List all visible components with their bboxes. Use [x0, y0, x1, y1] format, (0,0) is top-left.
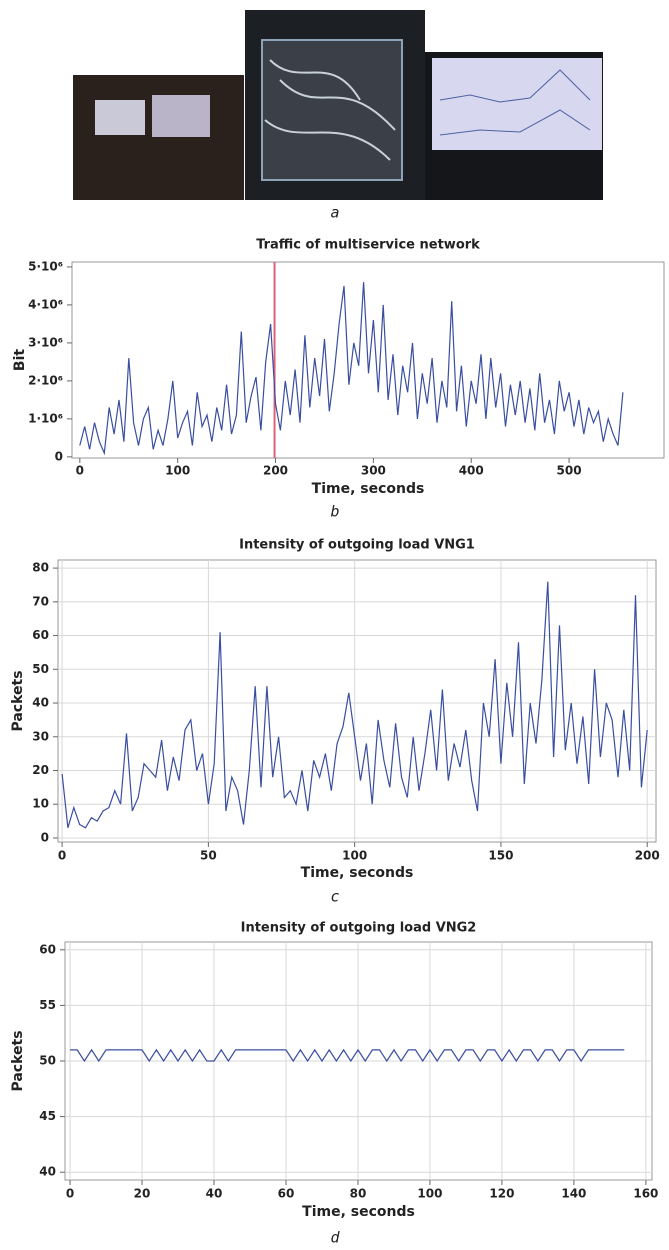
y-tick-label: 60	[32, 628, 49, 642]
chart-title: Intensity of outgoing load VNG2	[241, 921, 477, 936]
x-tick-label: 60	[278, 1187, 295, 1201]
photo	[73, 75, 244, 200]
y-tick-label: 10	[32, 797, 49, 811]
y-axis-label: Bit	[12, 349, 28, 371]
x-tick-label: 20	[134, 1187, 151, 1201]
chart-title: Intensity of outgoing load VNG1	[239, 538, 475, 553]
caption: d	[330, 1229, 340, 1247]
x-tick-label: 0	[58, 849, 66, 863]
cables	[264, 59, 396, 161]
x-axis-label: Time, seconds	[302, 1204, 415, 1220]
x-tick-label: 120	[489, 1187, 514, 1201]
x-tick-label: 100	[342, 849, 367, 863]
screen	[432, 58, 602, 150]
y-tick-label: 0	[55, 449, 63, 463]
y-tick-label: 60	[39, 942, 56, 956]
series-line	[61, 581, 648, 829]
y-tick-label: 4·10⁶	[28, 297, 63, 311]
monitor	[152, 95, 210, 137]
y-tick-label: 20	[32, 763, 49, 777]
y-tick-label: 55	[39, 998, 56, 1012]
caption: a	[330, 204, 339, 222]
series-line	[70, 1048, 625, 1063]
x-tick-label: 40	[206, 1187, 223, 1201]
x-tick-label: 160	[633, 1187, 658, 1201]
x-axis-label: Time, seconds	[301, 865, 414, 881]
y-tick-label: 50	[39, 1054, 56, 1068]
y-tick-label: 40	[32, 696, 49, 710]
y-tick-label: 2·10⁶	[28, 373, 63, 387]
x-tick-label: 200	[635, 849, 660, 863]
screen-plot	[439, 69, 591, 136]
x-tick-label: 0	[66, 1187, 74, 1201]
x-tick-label: 300	[361, 464, 386, 478]
x-tick-label: 500	[557, 464, 582, 478]
x-tick-label: 150	[488, 849, 513, 863]
y-tick-label: 50	[32, 662, 49, 676]
y-tick-label: 70	[32, 594, 49, 608]
photos	[73, 10, 603, 200]
y-tick-label: 45	[39, 1109, 56, 1123]
x-tick-label: 400	[459, 464, 484, 478]
y-tick-label: 3·10⁶	[28, 335, 63, 349]
y-axis-label: Packets	[10, 670, 26, 731]
y-tick-label: 80	[32, 561, 49, 575]
y-tick-label: 30	[32, 729, 49, 743]
chart-title: Traffic of multiservice network	[256, 238, 480, 253]
x-tick-label: 100	[165, 464, 190, 478]
y-tick-label: 5·10⁶	[28, 259, 63, 273]
y-tick-label: 1·10⁶	[28, 411, 63, 425]
caption: b	[330, 503, 339, 521]
x-tick-label: 200	[263, 464, 288, 478]
series-line	[79, 282, 624, 456]
x-axis-label: Time, seconds	[312, 481, 425, 497]
x-tick-label: 100	[417, 1187, 442, 1201]
caption: c	[330, 888, 339, 906]
x-tick-label: 140	[561, 1187, 586, 1201]
y-tick-label: 40	[39, 1165, 56, 1179]
x-tick-label: 50	[200, 849, 217, 863]
x-tick-label: 80	[350, 1187, 367, 1201]
rack	[261, 39, 403, 181]
x-tick-label: 0	[76, 464, 84, 478]
y-axis-label: Packets	[10, 1030, 26, 1091]
y-tick-label: 0	[41, 830, 49, 844]
monitor	[95, 100, 145, 135]
